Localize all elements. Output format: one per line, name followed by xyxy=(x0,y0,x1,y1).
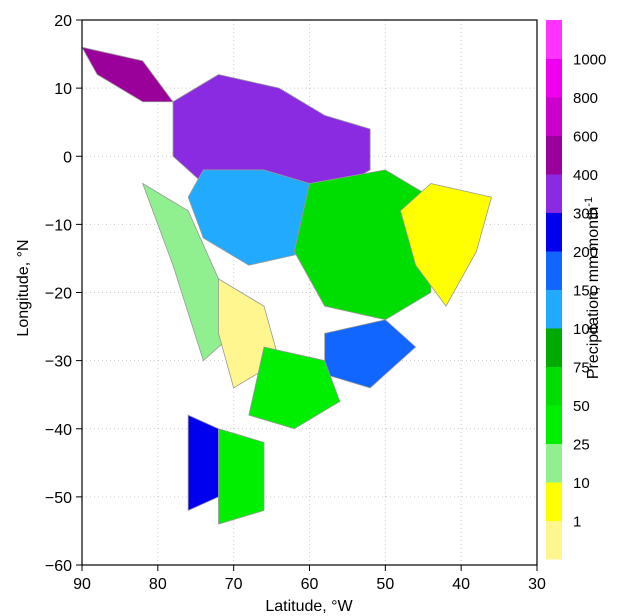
colorbar-swatch xyxy=(546,328,562,367)
colorbar-tick-label: 50 xyxy=(573,398,590,415)
precip-region-pampas xyxy=(248,346,341,430)
precip-region-northeast-brazil xyxy=(400,183,492,307)
colorbar: 1 10 25 50 75 100 150 200 300 400 600 800 1000 xyxy=(546,20,606,560)
colorbar-swatch xyxy=(546,135,562,175)
colorbar-tick-label: 600 xyxy=(573,129,598,146)
y-tick-label: 20 xyxy=(54,13,72,30)
colorbar-swatch xyxy=(546,443,562,483)
colorbar-tick-label: 10 xyxy=(573,475,590,492)
y-axis-label: Longitude, °N xyxy=(15,239,32,336)
colorbar-tick-label: 150 xyxy=(573,283,598,300)
precip-region-chile-south xyxy=(187,414,219,512)
colorbar-swatch xyxy=(546,366,562,406)
colorbar-tick-label: 25 xyxy=(573,437,590,454)
x-tick-label: 50 xyxy=(376,576,394,593)
colorbar-swatch xyxy=(546,20,562,59)
x-tick-label: 70 xyxy=(225,576,243,593)
precip-region-patagonia xyxy=(218,428,265,525)
colorbar-tick-label: 800 xyxy=(573,90,598,107)
colorbar-tick-label: 100 xyxy=(573,321,598,338)
x-axis-label: Latitude, °W xyxy=(265,598,353,615)
y-tick-label: 0 xyxy=(63,149,72,166)
x-tick-label: 80 xyxy=(149,576,167,593)
y-tick-label: −40 xyxy=(45,422,72,439)
y-tick-label: −30 xyxy=(45,354,72,371)
colorbar-tick-label: 300 xyxy=(573,206,598,223)
colorbar-swatch xyxy=(546,405,562,444)
colorbar-tick-label: 400 xyxy=(573,167,598,184)
precip-region-central-america xyxy=(81,46,174,103)
y-tick-label: 10 xyxy=(54,81,72,98)
colorbar-swatch xyxy=(546,482,562,521)
precip-region-amazon-north xyxy=(172,74,371,198)
map-axes: 90 80 70 60 50 40 30 20 10 0 −10 −20 −30 −40 −50 −60 xyxy=(45,13,546,593)
colorbar-swatch xyxy=(546,251,562,290)
y-tick-label: −60 xyxy=(45,558,72,575)
precip-region-south-brazil xyxy=(324,319,417,389)
colorbar-swatch xyxy=(546,520,562,560)
colorbar-swatch xyxy=(546,212,562,252)
colorbar-tick-label: 75 xyxy=(573,360,590,377)
colorbar-swatch xyxy=(546,174,562,213)
colorbar-label: Precipitation, mm month-1 xyxy=(583,197,602,379)
colorbar-tick-label: 200 xyxy=(573,244,598,261)
x-tick-label: 40 xyxy=(452,576,470,593)
colorbar-swatch xyxy=(546,97,562,136)
y-tick-label: −50 xyxy=(45,490,72,507)
x-tick-label: 60 xyxy=(301,576,319,593)
y-tick-label: −20 xyxy=(45,286,72,303)
y-tick-label: −10 xyxy=(45,217,72,234)
colorbar-swatch xyxy=(546,289,562,329)
colorbar-tick-label: 1000 xyxy=(573,52,606,69)
precip-region-central-brazil xyxy=(293,169,432,321)
map-plot-area xyxy=(81,20,537,565)
colorbar-tick-label: 1 xyxy=(573,514,581,531)
x-tick-label: 30 xyxy=(528,576,546,593)
x-tick-label: 90 xyxy=(73,576,91,593)
colorbar-swatch xyxy=(546,58,562,98)
